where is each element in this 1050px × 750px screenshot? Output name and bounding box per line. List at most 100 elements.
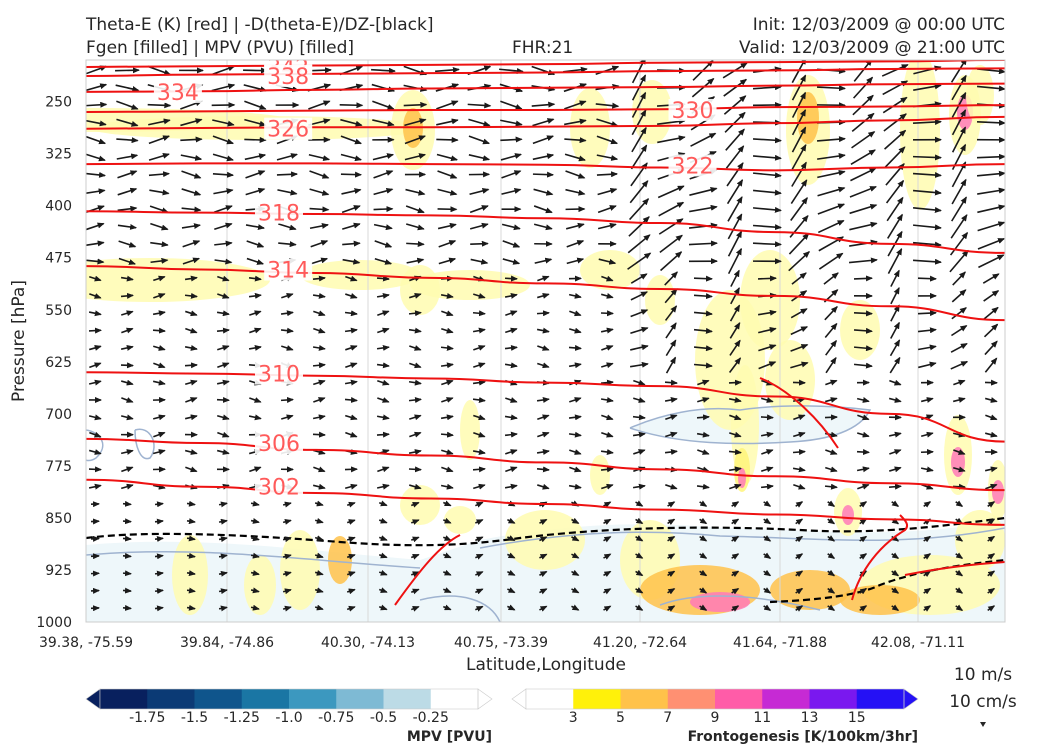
wind-vector-846 [250,570,260,576]
wind-vector-455 [729,322,741,339]
wind-vector-861 [731,570,740,578]
wind-vector-348 [89,275,102,282]
wind-vector-415 [377,310,390,317]
wind-vector-444 [377,327,390,334]
wind-vector-181 [309,170,330,179]
wind-vector-727 [154,501,164,508]
wind-vector-881 [442,587,452,594]
theta-e-label-bg-326 [264,117,313,140]
theta-e-label-bg-306 [254,431,303,454]
field-blob-35 [280,530,320,610]
wind-vector-547 [889,379,902,386]
wind-vector-786 [186,535,196,542]
wind-vector-506 [504,362,518,369]
wind-vector-137 [752,137,782,144]
fgen-colorbar-tip-right [903,688,919,710]
wind-vector-824 [475,553,484,560]
wind-vector-467 [184,344,198,351]
wind-vector-730 [250,500,260,507]
wind-vector-806 [827,535,836,542]
wind-vector-668 [121,466,134,473]
wind-vector-569 [664,397,678,403]
wind-vector-697 [121,483,134,490]
field-blob-26 [590,455,610,495]
wind-vector-914 [571,604,580,611]
wind-vector-649 [441,449,454,455]
wind-vector-501 [345,362,358,369]
wind-vector-903 [218,605,228,612]
y-axis-label: Pressure [hPa] [9,280,29,402]
wind-vector-898 [987,587,996,595]
wind-vector-682 [569,466,582,473]
wind-vector-577 [920,397,934,403]
wind-vector-718 [793,483,806,490]
wind-vector-923 [859,605,868,612]
wind-vector-411 [249,310,262,317]
wind-vector-774 [731,518,740,525]
wind-vector-915 [603,605,612,612]
wind-vector-253 [752,206,782,213]
wind-vector-484 [729,339,741,356]
wind-vector-833 [763,552,772,559]
wind-vector-29 [86,83,108,92]
mpv-contour-5 [659,595,821,611]
wind-vector-423 [630,309,649,318]
wind-vector-316 [912,241,942,248]
wind-vector-271 [406,223,425,231]
wind-vector-362 [537,275,550,282]
wind-vector-328 [374,257,393,265]
wind-vector-344 [887,247,903,274]
wind-vector-365 [630,273,648,284]
wind-vector-887 [635,587,644,594]
wind-vector-203 [86,188,106,195]
wind-vector-588 [345,414,358,421]
wind-vector-439 [216,327,230,334]
wind-vector-490 [917,344,937,351]
wind-vector-873 [186,587,196,594]
wind-vector-451 [600,327,614,334]
fgen-colorbar-segment-1 [573,689,621,709]
wind-vector-831 [699,552,708,559]
wind-vector-174 [86,171,107,178]
wind-vector-811 [987,535,996,543]
mpv-colorbar-segment-0 [100,689,148,709]
wind-vector-270 [373,223,393,231]
wind-vector-896 [923,587,932,595]
wind-vector-479 [568,344,582,351]
wind-vector-73 [564,100,587,110]
wind-vector-764 [410,519,420,525]
wind-vector-848 [314,569,324,576]
wind-vector-281 [727,213,743,240]
mpv-contour-4 [419,595,501,622]
field-blob-45 [444,506,476,534]
theta-e-line-302 [86,478,1005,526]
wind-vector-435 [88,327,102,334]
wind-vector-696 [88,483,102,490]
wind-vector-375 [952,271,966,286]
wind-vector-813 [122,552,132,559]
wind-vector-118 [148,135,171,145]
wind-vector-572 [761,397,774,403]
wind-vector-819 [314,552,324,559]
wind-vector-352 [217,275,230,282]
wind-vector-139 [816,136,846,143]
wind-vector-531 [377,379,390,386]
wind-vector-463 [983,323,999,338]
wind-vector-854 [507,569,516,576]
theta-e-line-surface-tail [904,561,1005,576]
y-tick-550: 550 [45,303,72,319]
wind-vector-825 [507,552,516,559]
wind-vector-631 [793,431,806,438]
wind-vector-895 [891,587,900,594]
wind-vector-507 [537,362,550,369]
wind-vector-205 [149,189,170,196]
field-blob-33 [172,535,208,615]
y-tick-325: 325 [45,147,72,163]
wind-vector-638 [89,449,102,455]
wind-vector-254 [790,197,808,221]
wind-vector-275 [533,223,553,231]
wind-vector-464 [89,345,102,351]
chart-title-line2: Fgen [filled] | MPV (PVU) [filled] [86,38,355,58]
wind-vector-165 [725,145,745,169]
